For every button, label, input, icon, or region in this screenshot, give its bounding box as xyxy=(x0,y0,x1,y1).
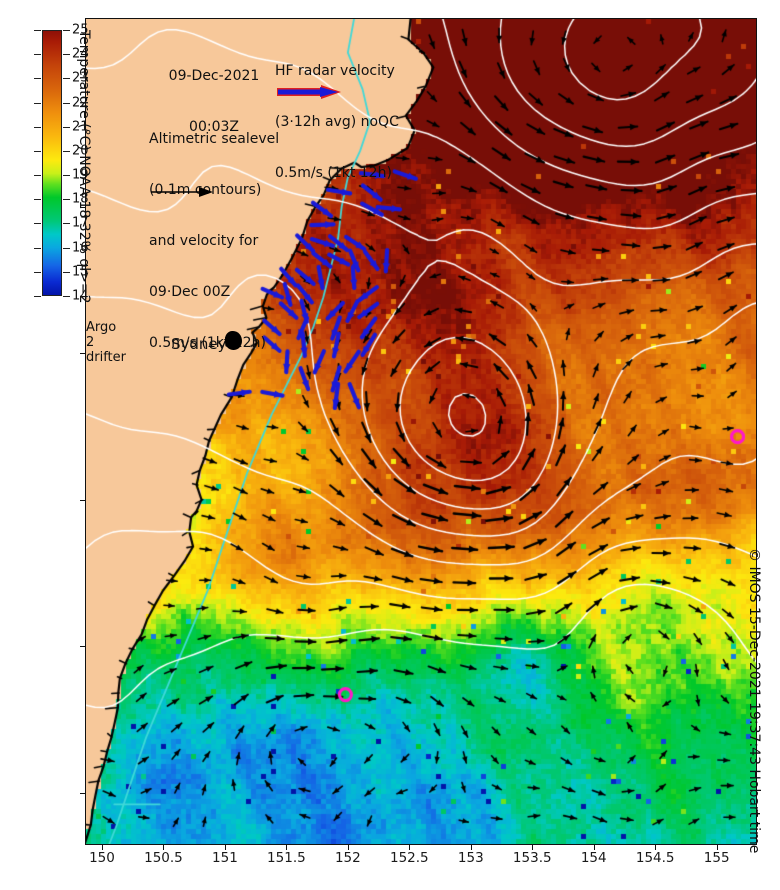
colorbar-tick-label: 24 xyxy=(72,46,89,62)
y-tick-mark xyxy=(80,60,85,62)
x-tick-mark xyxy=(224,845,226,850)
colorbar-tick-right xyxy=(63,271,70,273)
x-tick-mark xyxy=(593,845,595,850)
altimetric-line1: Altimetric sealevel xyxy=(149,131,280,147)
colorbar-tick-right xyxy=(63,296,70,297)
colorbar-tick-right xyxy=(63,102,70,104)
altimetric-arrow-swatch xyxy=(151,187,213,197)
y-tick-mark xyxy=(80,206,85,208)
colorbar-tick-left xyxy=(34,223,41,225)
x-tick-label: 153.5 xyxy=(512,850,552,866)
colorbar-tick-label: 17 xyxy=(72,215,89,231)
colorbar-tick-label: 19 xyxy=(72,167,89,183)
x-tick-label: 151 xyxy=(212,850,238,866)
colorbar-tick-left xyxy=(34,102,41,104)
x-tick-label: 153 xyxy=(457,850,484,866)
colorbar-tick-label: 15 xyxy=(72,264,89,280)
credit-text: © IMOS 15-Dec-2021 19:37:43 Hobart time xyxy=(746,548,762,854)
colorbar-tick-right xyxy=(63,175,70,177)
date-time-annotation: 09-Dec-2021 00:03Z xyxy=(149,34,279,170)
colorbar-tick-right xyxy=(63,78,70,80)
colorbar-tick-left xyxy=(34,30,41,31)
colorbar-tick-label: 22 xyxy=(72,95,89,111)
colorbar-tick-left xyxy=(34,247,41,249)
x-tick-mark xyxy=(532,845,534,850)
hf-radar-line2: (3·12h avg) noQC xyxy=(275,114,399,130)
hf-radar-annotation: HF radar velocity (3·12h avg) noQC 0.5m/… xyxy=(275,29,399,233)
colorbar-tick-left xyxy=(34,78,41,80)
colorbar-tick-left xyxy=(34,126,41,128)
colorbar-tick-right xyxy=(63,30,70,31)
colorbar-tick-label: 21 xyxy=(72,119,89,135)
temperature-colorbar[interactable] xyxy=(42,30,62,296)
colorbar-tick-right xyxy=(63,150,70,152)
hf-radar-line1: HF radar velocity xyxy=(275,63,395,79)
colorbar-tick-right xyxy=(63,247,70,249)
x-tick-label: 152.5 xyxy=(389,850,429,866)
x-tick-mark xyxy=(716,845,718,850)
x-tick-label: 150.5 xyxy=(144,850,183,866)
legend-label-argo: Argo 2 xyxy=(86,320,117,350)
colorbar-tick-label: 23 xyxy=(72,70,89,86)
x-tick-mark xyxy=(286,845,288,850)
colorbar-tick-left xyxy=(34,150,41,152)
y-tick-mark xyxy=(80,646,85,648)
colorbar-tick-label: 18 xyxy=(72,191,89,207)
altimetric-annotation: Altimetric sealevel (0.1m contours) and … xyxy=(149,97,279,403)
x-tick-mark xyxy=(655,845,657,850)
x-tick-label: 154 xyxy=(580,850,607,866)
x-tick-mark xyxy=(101,845,103,850)
altimetric-line2: (0.1m contours) xyxy=(149,182,262,198)
annotation-time: 00:03Z xyxy=(189,119,239,135)
colorbar-tick-right xyxy=(63,54,70,56)
x-tick-mark xyxy=(163,845,165,850)
colorbar-tick-label: 25 xyxy=(72,22,89,38)
x-tick-mark xyxy=(470,845,472,850)
y-tick-mark xyxy=(80,499,85,501)
x-tick-label: 150 xyxy=(89,850,115,866)
annotation-date: 09-Dec-2021 xyxy=(168,68,260,84)
legend-label-drifter: drifter xyxy=(86,350,126,365)
colorbar-tick-left xyxy=(34,271,41,273)
colorbar-tick-left xyxy=(34,54,41,56)
colorbar-tick-right xyxy=(63,223,70,225)
x-tick-label: 154.5 xyxy=(635,850,675,866)
colorbar-tick-label: 20 xyxy=(72,143,89,159)
colorbar-tick-left xyxy=(34,175,41,177)
hf-radar-arrow-swatch xyxy=(277,85,341,99)
x-tick-label: 152 xyxy=(334,850,361,866)
colorbar-tick-left xyxy=(34,296,41,297)
x-tick-label: 155 xyxy=(703,850,730,866)
contours-and-vectors-layer xyxy=(86,19,756,844)
colorbar-tick-label: 14 xyxy=(72,288,89,304)
map-plot-area[interactable]: 09-Dec-2021 00:03Z HF radar velocity (3·… xyxy=(85,18,757,845)
x-tick-mark xyxy=(409,845,411,850)
hf-radar-line3: 0.5m/s (1kt 12h) xyxy=(275,165,392,181)
city-label-sydney: Sydney xyxy=(171,335,227,353)
city-dot-sydney xyxy=(225,331,242,350)
altimetric-line3: and velocity for xyxy=(149,233,259,249)
colorbar-tick-label: 16 xyxy=(72,240,89,256)
x-tick-mark xyxy=(347,845,349,850)
y-tick-mark xyxy=(80,353,85,355)
colorbar-tick-right xyxy=(63,199,70,201)
colorbar-tick-right xyxy=(63,126,70,128)
y-tick-mark xyxy=(80,792,85,794)
x-tick-label: 151.5 xyxy=(267,850,306,866)
colorbar-tick-left xyxy=(34,199,41,201)
altimetric-line4: 09·Dec 00Z xyxy=(149,284,231,300)
